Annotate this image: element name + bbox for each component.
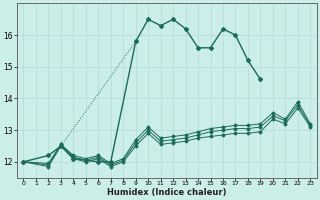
X-axis label: Humidex (Indice chaleur): Humidex (Indice chaleur) (107, 188, 227, 197)
